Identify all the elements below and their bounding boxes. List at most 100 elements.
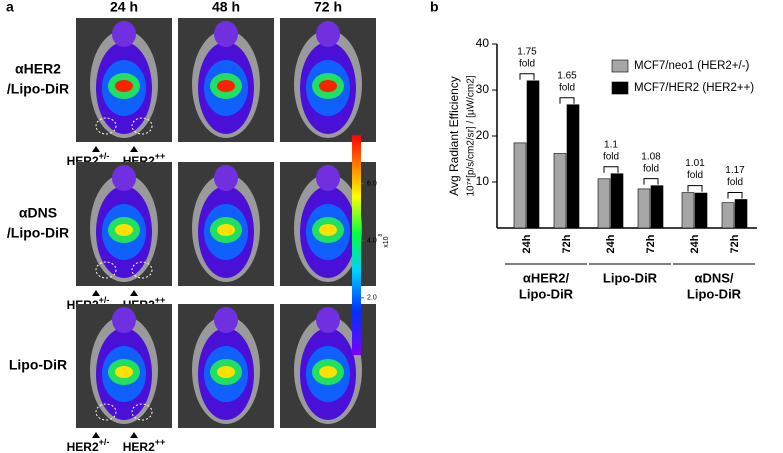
legend-swatch (611, 81, 629, 95)
marker-arrow (92, 290, 100, 296)
y-tick-label: 30 (476, 82, 490, 96)
x-tick-label: 72h (645, 234, 657, 253)
marker-arrow (130, 290, 138, 296)
row-label: αDNS (19, 205, 57, 221)
fold-annotation: 1.01 (685, 158, 705, 169)
signal-high (115, 366, 133, 378)
marker-label-sup: ++ (155, 437, 166, 447)
fold-bracket (643, 178, 659, 185)
colorbar-unit-base: x10 (383, 236, 390, 247)
fold-annotation: fold (727, 177, 743, 188)
fold-bracket (603, 166, 619, 173)
tumor-outline (95, 403, 117, 421)
x-tick-label: 72h (561, 234, 573, 253)
legend-swatch (611, 59, 629, 73)
colorbar-tick-label: 6.0 (367, 180, 377, 187)
fold-annotation: 1.17 (725, 165, 745, 176)
bar (553, 153, 567, 229)
panel-label: a (6, 0, 14, 15)
y-tick-label: 10 (476, 174, 490, 188)
mouse-head (214, 21, 238, 47)
marker-label-sup: ++ (155, 295, 166, 305)
fold-annotation: 1.1 (604, 139, 618, 150)
fold-annotation: 1.75 (517, 46, 537, 57)
signal-high (319, 366, 337, 378)
mouse-head (112, 21, 136, 47)
tumor-outline (131, 403, 153, 421)
bar (694, 192, 708, 229)
marker-label-base: HER2 (123, 440, 155, 453)
legend-label: MCF7/neo1 (HER2+/-) (634, 60, 750, 72)
fold-annotation: fold (519, 58, 535, 69)
fold-annotation: fold (603, 151, 619, 162)
group-label: Lipo-DiR (519, 286, 574, 301)
y-axis-label-unit: 10⁷*[p/s/cm2/sr] / [µW/cm2] (466, 75, 477, 196)
column-label: 48 h (212, 0, 240, 15)
marker-label-base: HER2 (67, 440, 99, 453)
signal-high (115, 224, 133, 236)
mouse-head (316, 165, 340, 191)
bar (610, 173, 624, 229)
row-label: /Lipo-DiR (7, 81, 69, 97)
bar (526, 80, 540, 229)
legend-label: MCF7/HER2 (HER2++) (634, 82, 754, 94)
bar (566, 104, 580, 229)
colorbar-tick-label: 2.0 (367, 295, 377, 302)
group-label: Lipo-DiR (603, 270, 658, 285)
signal-high (217, 366, 235, 378)
colorbar-tick-label: 4.0 (367, 238, 377, 245)
bar (597, 178, 611, 229)
group-label: αHER2/ (523, 270, 570, 285)
bar (681, 192, 695, 229)
mouse-head (316, 21, 340, 47)
marker-label-sup: +/- (99, 295, 110, 305)
fold-annotation: 1.65 (557, 70, 577, 81)
group-label: αDNS/ (694, 270, 733, 285)
marker-label: HER2++ (123, 437, 166, 453)
mouse-head (214, 307, 238, 333)
y-tick-label: 20 (476, 128, 490, 142)
fold-annotation: fold (559, 82, 575, 93)
fold-annotation: 1.08 (641, 151, 661, 162)
bar (637, 188, 651, 229)
bar (721, 202, 735, 229)
row-label: αHER2 (15, 61, 61, 77)
bar (650, 185, 664, 229)
colorbar (352, 135, 361, 355)
marker-arrow (92, 432, 100, 438)
tumor-outline (131, 261, 153, 279)
colorbar-unit: x108 (378, 233, 390, 247)
fold-annotation: fold (643, 163, 659, 174)
signal-high (319, 224, 337, 236)
mouse-head (316, 307, 340, 333)
fold-bracket (519, 73, 535, 80)
signal-high (217, 224, 235, 236)
colorbar-unit-sup: 8 (378, 233, 384, 236)
signal-high (217, 80, 235, 92)
panel-label: b (430, 0, 439, 15)
mouse-head (112, 307, 136, 333)
x-tick-label: 72h (729, 234, 741, 253)
bar (513, 142, 527, 229)
row-label: /Lipo-DiR (7, 225, 69, 241)
tumor-outline (131, 117, 153, 135)
marker-label-sup: +/- (99, 437, 110, 447)
tumor-outline (95, 261, 117, 279)
x-tick-label: 24h (521, 234, 533, 253)
marker-label: HER2+/- (67, 437, 110, 453)
tumor-outline (95, 117, 117, 135)
fold-annotation: fold (687, 170, 703, 181)
marker-arrow (130, 432, 138, 438)
signal-high (115, 80, 133, 92)
mouse-head (112, 165, 136, 191)
y-tick-label: 40 (476, 36, 490, 50)
y-axis-label: Avg Radiant Efficiency (447, 76, 461, 196)
marker-arrow (92, 146, 100, 152)
bar (734, 199, 748, 229)
column-label: 24 h (110, 0, 138, 15)
fold-bracket (727, 191, 743, 199)
marker-arrow (130, 146, 138, 152)
column-label: 72 h (314, 0, 342, 15)
signal-high (319, 80, 337, 92)
